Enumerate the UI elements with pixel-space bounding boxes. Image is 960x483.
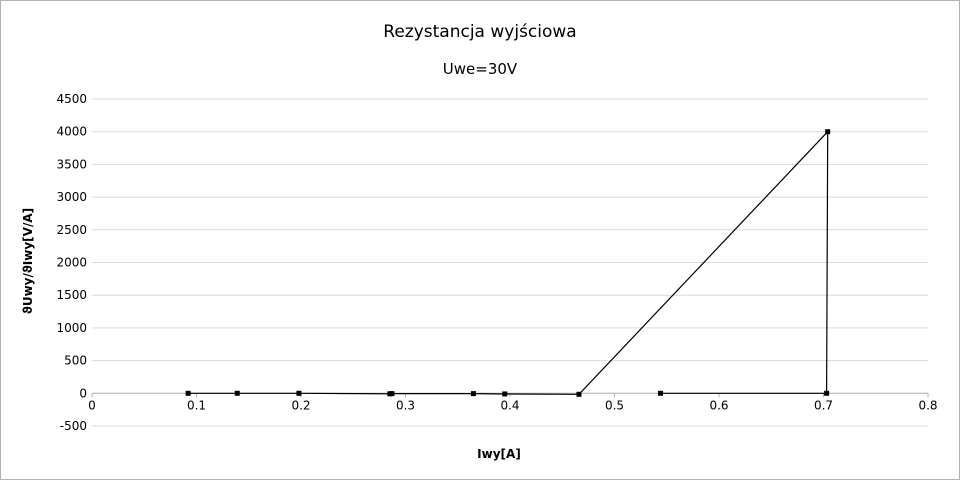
y-tick-label: 2000 [56, 256, 87, 270]
y-tick-label: 4500 [56, 92, 87, 106]
chart-title: Rezystancja wyjściowa [383, 22, 576, 42]
x-tick-label: 0.4 [500, 398, 519, 412]
gridlines [91, 98, 929, 427]
series [185, 129, 831, 397]
y-tick-label: 3500 [56, 157, 87, 171]
y-tick-label: 3000 [56, 190, 87, 204]
y-tick-label: 4000 [56, 125, 87, 139]
data-point [470, 391, 476, 397]
y-tick-labels: -500 0 500 1000 1500 2000 2500 3000 3500 4000 4500 [56, 92, 87, 433]
x-tick-label: 0 [88, 398, 96, 412]
chart-subtitle: Uwe=30V [443, 60, 518, 78]
x-tick-label: 0.7 [814, 398, 833, 412]
y-tick-label: 1500 [56, 288, 87, 302]
data-point [825, 129, 831, 135]
y-tick-label: -500 [60, 419, 87, 433]
x-tick-label: 0.2 [291, 398, 310, 412]
y-tick-label: 1000 [56, 321, 87, 335]
data-point [576, 391, 582, 397]
x-tick-label: 0.3 [396, 398, 415, 412]
x-tick-label: 0.6 [709, 398, 728, 412]
data-point [185, 390, 191, 396]
x-tick-label: 0.5 [605, 398, 624, 412]
x-axis-label: Iwy[A] [477, 447, 521, 461]
y-tick-label: 0 [79, 386, 87, 400]
y-tick-label: 500 [64, 354, 87, 368]
x-tick-label: 0.1 [187, 398, 206, 412]
data-point [296, 390, 302, 396]
x-tick-label: 0.8 [918, 398, 937, 412]
data-point [234, 390, 240, 396]
data-point [502, 391, 508, 397]
data-point [657, 390, 663, 396]
y-tick-label: 2500 [56, 223, 87, 237]
x-tick-labels: 0 0.1 0.2 0.3 0.4 0.5 0.6 0.7 0.8 [88, 398, 937, 412]
y-axis-label: ϑUwy/ϑIwy[V/A] [21, 208, 35, 314]
data-point [389, 391, 395, 397]
data-point [824, 390, 830, 396]
